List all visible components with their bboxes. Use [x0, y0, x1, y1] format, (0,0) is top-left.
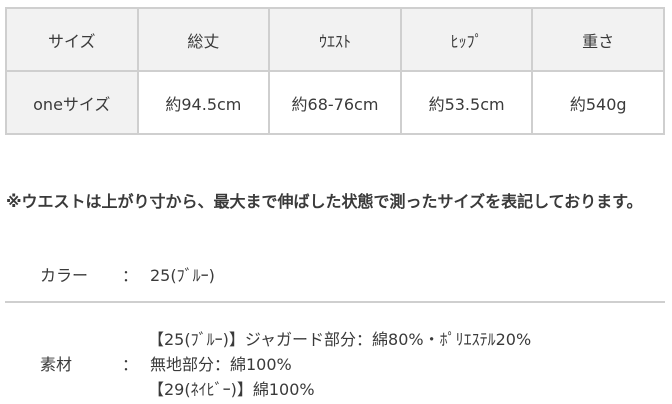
color-label: カラー — [40, 266, 89, 285]
header-cell: 重さ — [531, 7, 665, 72]
color-value: 25(ﾌﾞﾙｰ) — [150, 266, 215, 285]
material-colon: ： — [122, 355, 139, 374]
material-line: 【25(ﾌﾞﾙｰ)】ジャガード部分：綿80%・ﾎﾟﾘｴｽﾃﾙ20% — [148, 330, 532, 349]
table-row: oneサイズ 約94.5cm 約68-76cm 約53.5cm 約540g — [5, 70, 665, 135]
material-line: 無地部分：綿100% — [150, 355, 292, 374]
divider — [5, 301, 665, 303]
material-label: 素材 — [40, 355, 73, 374]
header-cell: ｳｴｽﾄ — [268, 7, 402, 72]
table-cell: oneサイズ — [5, 70, 139, 135]
material-line: 【29(ﾈｲﾋﾞｰ)】綿100% — [148, 380, 315, 399]
header-cell: ﾋｯﾌﾟ — [399, 7, 534, 72]
header-cell: サイズ — [5, 7, 139, 72]
table-cell: 約53.5cm — [399, 70, 534, 135]
table-cell: 約68-76cm — [268, 70, 402, 135]
table-cell: 約540g — [531, 70, 665, 135]
color-colon: ： — [122, 266, 139, 285]
size-table: サイズ 総丈 ｳｴｽﾄ ﾋｯﾌﾟ 重さ oneサイズ 約94.5cm 約68-7… — [5, 7, 665, 135]
table-cell: 約94.5cm — [136, 70, 271, 135]
header-cell: 総丈 — [136, 7, 271, 72]
table-header-row: サイズ 総丈 ｳｴｽﾄ ﾋｯﾌﾟ 重さ — [5, 7, 665, 72]
waist-note: ※ウエストは上がり寸から、最大まで伸ばした状態で測ったサイズを表記しております。 — [6, 192, 643, 211]
